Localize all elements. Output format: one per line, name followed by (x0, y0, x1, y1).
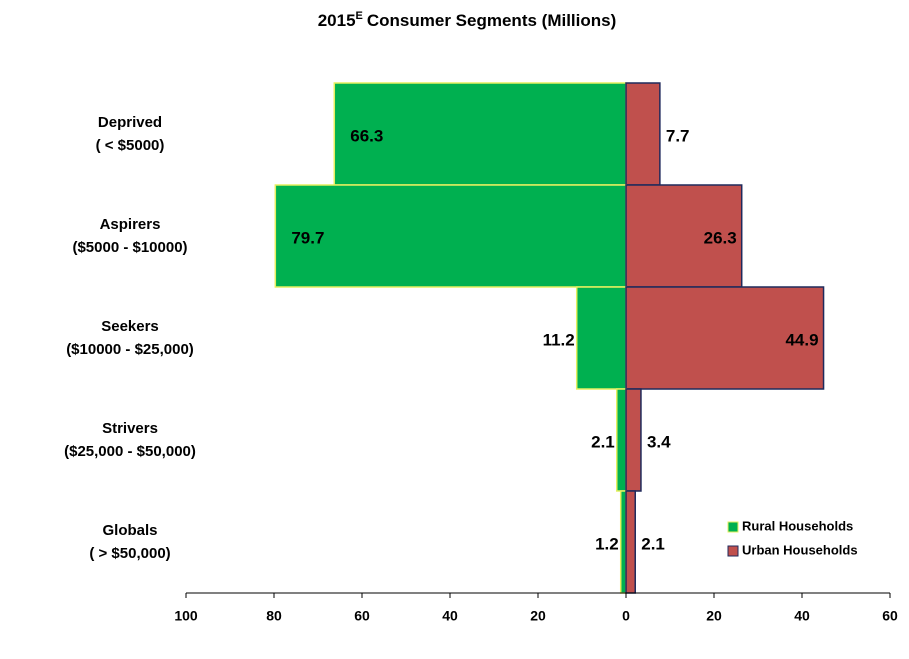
bar (625, 286, 825, 390)
bar (619, 490, 627, 594)
value-label: 44.9 (785, 330, 818, 349)
value-label: 7.7 (666, 126, 690, 145)
value-label: 79.7 (291, 228, 324, 247)
legend-swatch (727, 521, 739, 533)
x-tick-label: 80 (266, 608, 282, 624)
bar (625, 388, 642, 492)
x-tick-label: 0 (622, 608, 630, 624)
category-label: Globals (102, 522, 157, 539)
x-tick-label: 20 (706, 608, 722, 624)
bar (625, 82, 661, 186)
legend-label: Rural Households (742, 518, 853, 533)
bar (616, 388, 627, 492)
value-label: 66.3 (350, 126, 383, 145)
value-label: 1.2 (595, 534, 619, 553)
category-label: Deprived (98, 114, 162, 131)
bar (575, 286, 627, 390)
category-label: ($25,000 - $50,000) (64, 443, 196, 460)
value-label: 11.2 (543, 330, 575, 349)
value-label: 26.3 (704, 228, 737, 247)
x-tick-label: 100 (174, 608, 198, 624)
legend-label: Urban Households (742, 542, 858, 557)
category-label: Aspirers (100, 216, 161, 233)
x-tick-label: 60 (882, 608, 898, 624)
x-tick-label: 40 (442, 608, 458, 624)
x-tick-label: 40 (794, 608, 810, 624)
category-label: ( > $50,000) (89, 545, 170, 562)
bar (625, 490, 636, 594)
value-label: 2.1 (641, 534, 665, 553)
x-tick-label: 20 (530, 608, 546, 624)
chart-title: 2015E Consumer Segments (Millions) (318, 10, 617, 31)
bar (274, 184, 627, 288)
category-label: ( < $5000) (96, 137, 165, 154)
value-label: 3.4 (647, 432, 671, 451)
value-label: 2.1 (591, 432, 615, 451)
x-tick-label: 60 (354, 608, 370, 624)
category-label: Seekers (101, 318, 159, 335)
bar (625, 184, 743, 288)
legend-swatch (727, 545, 739, 557)
category-label: Strivers (102, 420, 158, 437)
bar (333, 82, 627, 186)
category-label: ($5000 - $10000) (72, 239, 187, 256)
category-label: ($10000 - $25,000) (66, 341, 194, 358)
